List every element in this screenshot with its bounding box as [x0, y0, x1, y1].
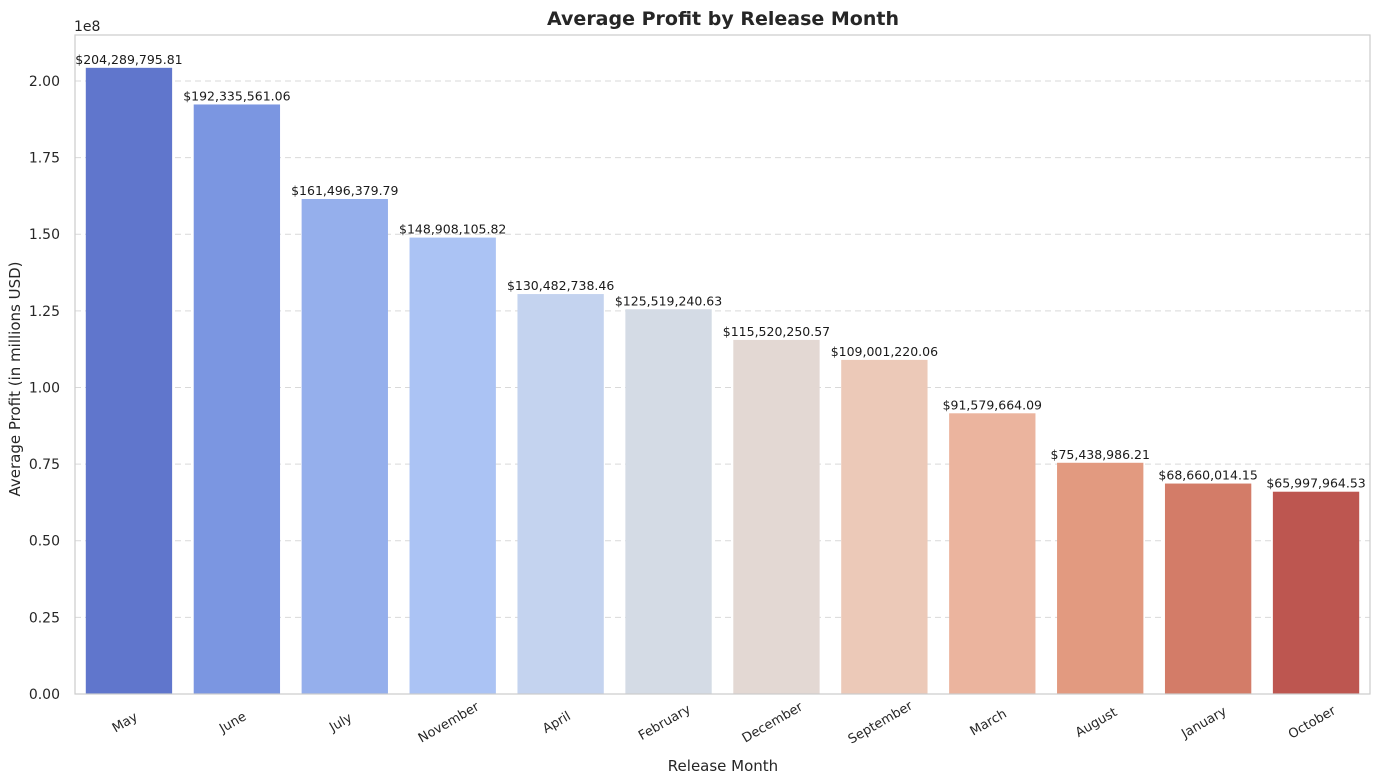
data-label: $109,001,220.06 [831, 344, 938, 359]
y-tick-label: 1.50 [29, 227, 60, 243]
plot-frame [74, 34, 1371, 695]
chart-title: Average Profit by Release Month [547, 8, 899, 30]
y-axis-offset-text: 1e8 [74, 19, 100, 35]
x-tick-label: May [110, 710, 141, 737]
y-tick-label: 0.25 [29, 610, 60, 626]
bar-june [193, 104, 281, 695]
bars [85, 67, 1360, 695]
bar-april [517, 294, 604, 694]
data-label: $130,482,738.46 [507, 278, 614, 293]
x-tick-label: January [1178, 704, 1229, 742]
data-labels: $204,289,795.81 $192,335,561.06 $161,496,3… [75, 52, 1365, 491]
y-tick-label: 1.75 [29, 151, 60, 167]
data-label: $65,997,964.53 [1266, 476, 1365, 491]
gridlines [75, 80, 1370, 618]
data-label: $91,579,664.09 [943, 397, 1042, 412]
bar-december [733, 339, 820, 694]
y-tick-label: 0.00 [29, 687, 60, 703]
data-label: $192,335,561.06 [183, 88, 290, 103]
x-tick-label: March [968, 707, 1010, 740]
bar-october [1272, 491, 1360, 694]
bar-november [409, 237, 496, 694]
y-tick-label: 0.50 [29, 534, 60, 550]
bar-august [1057, 462, 1144, 694]
x-tick-label: September [846, 698, 916, 747]
data-label: $148,908,105.82 [399, 222, 506, 237]
x-tick-label: April [540, 709, 573, 737]
x-tick-label: October [1286, 703, 1339, 742]
data-label: $161,496,379.79 [291, 183, 398, 198]
y-tick-label: 0.75 [29, 457, 60, 473]
y-axis-label: Average Profit (in millions USD) [6, 261, 24, 496]
x-axis-label: Release Month [668, 757, 778, 775]
x-tick-label: November [416, 699, 483, 746]
bar-july [301, 198, 388, 694]
y-tick-label: 2.00 [29, 74, 60, 90]
y-tick-label: 1.25 [29, 304, 60, 320]
bar-may [85, 67, 173, 695]
bar-february [625, 309, 712, 694]
bar-september [841, 359, 928, 694]
x-tick-label: December [740, 699, 806, 746]
x-tick-label: August [1073, 705, 1120, 741]
bar-january [1164, 483, 1252, 694]
data-label: $75,438,986.21 [1051, 447, 1150, 462]
data-label: $204,289,795.81 [75, 52, 182, 67]
data-label: $115,520,250.57 [723, 324, 830, 339]
x-axis-ticks: May June July November April February December… [110, 698, 1339, 747]
x-tick-label: February [636, 702, 694, 744]
x-tick-label: June [216, 709, 249, 737]
data-label: $68,660,014.15 [1158, 468, 1257, 483]
bar-march [949, 413, 1036, 694]
data-label: $125,519,240.63 [615, 293, 722, 308]
y-axis-ticks: 0.00 0.25 0.50 0.75 1.00 1.25 1.50 1.75 2.00 [29, 74, 60, 703]
x-tick-label: July [326, 710, 355, 735]
y-tick-label: 1.00 [29, 380, 60, 396]
